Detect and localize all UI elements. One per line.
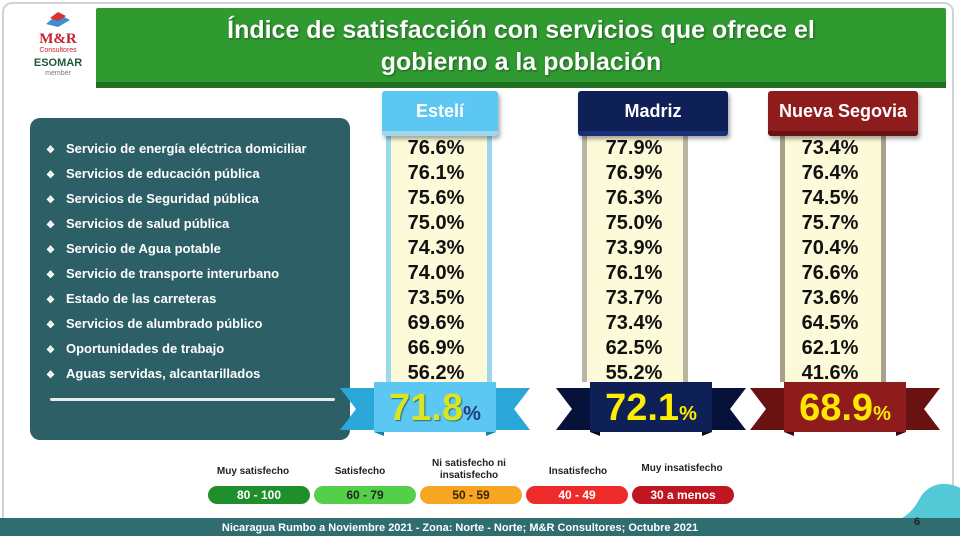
service-item: ❖ Servicios de Seguridad pública (30, 186, 350, 211)
value-cell: 73.5% (407, 287, 465, 309)
legend-range-pill: 80 - 100 (208, 486, 310, 504)
value-cell: 76.1% (407, 162, 465, 184)
value-cell: 74.3% (407, 237, 465, 259)
esteli-values: 76.6% 76.1% 75.6% 75.0% 74.3% 74.0% 73.5… (380, 136, 492, 386)
service-item: ❖ Servicio de Agua potable (30, 236, 350, 261)
diamond-bullet-icon: ❖ (46, 345, 55, 356)
legend-range-pill: 30 a menos (632, 486, 734, 504)
value-cell: 75.0% (605, 212, 663, 234)
diamond-bullet-icon: ❖ (46, 220, 55, 231)
value-cell: 70.4% (801, 237, 859, 259)
madriz-total-ribbon: 72.1% (556, 382, 746, 436)
diamond-bullet-icon: ❖ (46, 195, 55, 206)
services-panel (30, 118, 350, 440)
value-cell: 74.0% (407, 262, 465, 284)
diamond-bullet-icon: ❖ (46, 295, 55, 306)
diamond-bullet-icon: ❖ (46, 370, 55, 381)
value-cell: 75.0% (407, 212, 465, 234)
legend-range-pill: 60 - 79 (314, 486, 416, 504)
diamond-bullet-icon: ❖ (46, 320, 55, 331)
logo-mark-icon (46, 12, 70, 27)
value-cell: 64.5% (801, 312, 859, 334)
value-cell: 73.6% (801, 287, 859, 309)
value-cell: 62.1% (801, 337, 859, 359)
value-cell: 77.9% (605, 137, 663, 159)
value-cell: 56.2% (407, 362, 465, 384)
value-cell: 62.5% (605, 337, 663, 359)
service-item: ❖ Servicio de energía eléctrica domicilia… (30, 136, 350, 161)
service-item: ❖ Estado de las carreteras (30, 286, 350, 311)
title-line-1: Índice de satisfacción con servicios que… (227, 16, 815, 44)
value-cell: 73.4% (801, 137, 859, 159)
logo-brand-sub: Consultores (39, 47, 77, 54)
value-cell: 74.5% (801, 187, 859, 209)
page-title: Índice de satisfacción con servicios que… (96, 14, 946, 78)
service-item: ❖ Aguas servidas, alcantarillados (30, 361, 350, 386)
legend-label: Muy satisfecho (216, 466, 290, 477)
logo-member: member (45, 70, 71, 77)
nueva-segovia-total-ribbon: 68.9% (750, 382, 940, 436)
logo-brand: M&R (39, 31, 77, 47)
value-cell: 76.4% (801, 162, 859, 184)
value-cell: 76.3% (605, 187, 663, 209)
value-cell: 73.9% (605, 237, 663, 259)
legend-label: Muy insatisfecho (641, 463, 723, 474)
value-cell: 69.6% (407, 312, 465, 334)
value-cell: 76.1% (605, 262, 663, 284)
diamond-bullet-icon: ❖ (46, 245, 55, 256)
title-line-2: gobierno a la población (380, 48, 662, 76)
panel-divider (50, 398, 335, 401)
legend-label: Insatisfecho (548, 466, 608, 477)
services-list: ❖ Servicio de energía eléctrica domicilia… (30, 136, 350, 386)
value-cell: 66.9% (407, 337, 465, 359)
value-cell: 41.6% (801, 362, 859, 384)
value-cell: 75.7% (801, 212, 859, 234)
diamond-bullet-icon: ❖ (46, 145, 55, 156)
service-item: ❖ Servicios de salud pública (30, 211, 350, 236)
nueva-segovia-header: Nueva Segovia (768, 91, 918, 136)
value-cell: 73.7% (605, 287, 663, 309)
page-number: 6 (914, 516, 921, 528)
footer-source: Nicaragua Rumbo a Noviembre 2021 - Zona:… (221, 522, 699, 534)
value-cell: 73.4% (605, 312, 663, 334)
legend-range-pill: 50 - 59 (420, 486, 522, 504)
madriz-header: Madriz (578, 91, 728, 136)
service-item: ❖ Servicio de transporte interurbano (30, 261, 350, 286)
esteli-total: 71.8% (389, 387, 481, 429)
nueva-segovia-total: 68.9% (799, 387, 891, 429)
footer-band (0, 518, 960, 536)
legend-label: Satisfecho (334, 466, 386, 477)
esteli-column-body (386, 132, 492, 382)
mr-consultores-logo: M&R Consultores ESOMAR member (22, 10, 94, 80)
nueva-segovia-values: 73.4% 76.4% 74.5% 75.7% 70.4% 76.6% 73.6… (774, 136, 886, 386)
nueva-segovia-column-body (780, 132, 886, 382)
legend-label: Ni satisfecho ni insatisfecho (432, 458, 506, 481)
service-item: ❖ Servicios de alumbrado público (30, 311, 350, 336)
madriz-column-body (582, 132, 688, 382)
value-cell: 76.6% (801, 262, 859, 284)
madriz-values: 77.9% 76.9% 76.3% 75.0% 73.9% 76.1% 73.7… (578, 136, 690, 386)
value-cell: 55.2% (605, 362, 663, 384)
diamond-bullet-icon: ❖ (46, 270, 55, 281)
diamond-bullet-icon: ❖ (46, 170, 55, 181)
title-bar (96, 8, 946, 88)
legend-range-pill: 40 - 49 (526, 486, 628, 504)
service-item: ❖ Oportunidades de trabajo (30, 336, 350, 361)
value-cell: 75.6% (407, 187, 465, 209)
madriz-total: 72.1% (605, 387, 697, 429)
value-cell: 76.6% (407, 137, 465, 159)
esteli-total-ribbon: 71.8% (340, 382, 530, 436)
esteli-header: Estelí (382, 91, 498, 136)
service-item: ❖ Servicios de educación pública (30, 161, 350, 186)
logo-esomar: ESOMAR (33, 57, 83, 69)
value-cell: 76.9% (605, 162, 663, 184)
